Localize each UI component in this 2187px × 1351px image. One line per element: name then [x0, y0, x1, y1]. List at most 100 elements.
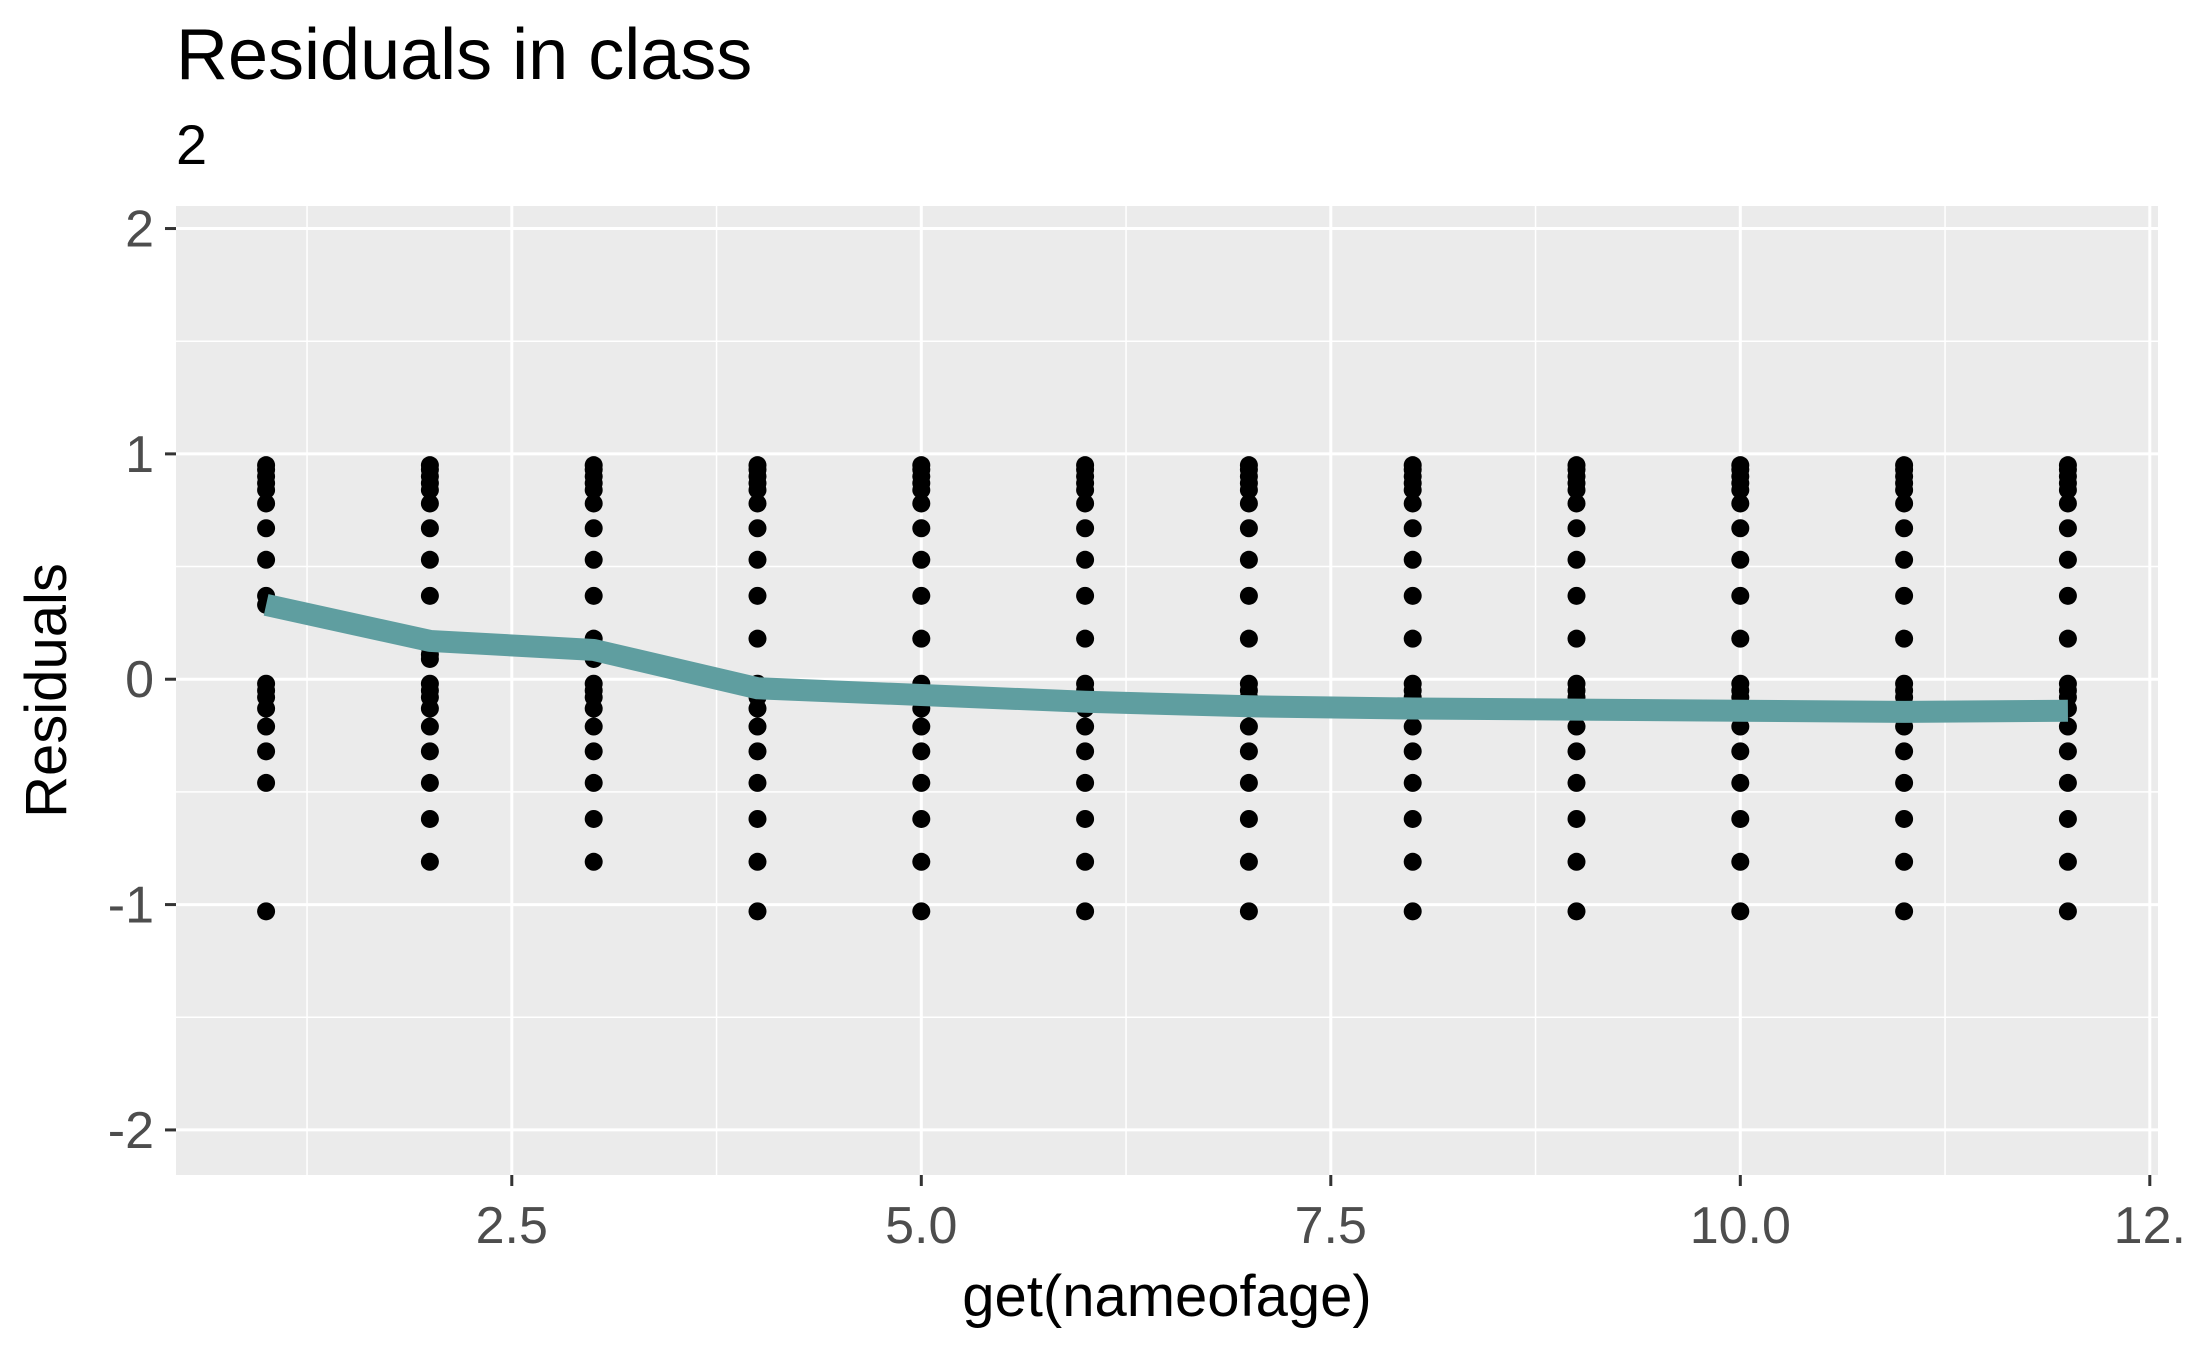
data-point	[1567, 717, 1586, 736]
data-point	[912, 809, 931, 828]
data-point	[1403, 809, 1422, 828]
data-point	[1076, 809, 1095, 828]
data-point	[1731, 717, 1750, 736]
data-point	[420, 480, 439, 499]
data-point	[748, 494, 767, 513]
y-tick-label: 1	[125, 426, 154, 484]
data-point	[257, 550, 276, 569]
data-point	[257, 902, 276, 921]
y-tick-label: -1	[108, 877, 154, 935]
data-point	[912, 586, 931, 605]
data-point	[1403, 742, 1422, 761]
data-point	[257, 699, 276, 718]
data-point	[1567, 586, 1586, 605]
data-point	[1239, 519, 1258, 538]
tick-labels: 2 1 0 -1 -2 2.5 5.0 7.5 10.0 12.	[108, 201, 2186, 1255]
data-point	[912, 629, 931, 648]
data-point	[1895, 742, 1914, 761]
data-point	[1076, 852, 1095, 871]
data-point	[420, 494, 439, 513]
data-point	[420, 809, 439, 828]
data-point	[584, 809, 603, 828]
data-point	[1567, 494, 1586, 513]
x-tick-label: 5.0	[885, 1197, 957, 1255]
data-point	[1895, 809, 1914, 828]
x-tick-label: 2.5	[476, 1197, 548, 1255]
data-point	[1076, 550, 1095, 569]
data-point	[1076, 494, 1095, 513]
chart-title: Residuals in class	[176, 15, 753, 95]
data-point	[257, 773, 276, 792]
data-point	[1239, 717, 1258, 736]
y-axis-title: Residuals	[14, 563, 79, 818]
data-point	[748, 809, 767, 828]
data-point	[912, 902, 931, 921]
data-point	[1239, 902, 1258, 921]
data-point	[584, 586, 603, 605]
y-tick-label: -2	[108, 1102, 154, 1160]
data-point	[1731, 494, 1750, 513]
data-point	[1567, 550, 1586, 569]
data-point	[1403, 480, 1422, 499]
data-point	[1403, 629, 1422, 648]
data-point	[1076, 480, 1095, 499]
data-point	[1567, 852, 1586, 871]
data-point	[912, 717, 931, 736]
data-point	[420, 773, 439, 792]
data-point	[1076, 629, 1095, 648]
data-point	[1567, 742, 1586, 761]
data-point	[912, 494, 931, 513]
data-point	[1731, 809, 1750, 828]
data-point	[748, 586, 767, 605]
data-point	[1239, 773, 1258, 792]
data-point	[2058, 742, 2077, 761]
data-point	[2058, 717, 2077, 736]
data-point	[2058, 480, 2077, 499]
x-axis-title: get(nameofage)	[962, 1264, 1371, 1329]
data-point	[1895, 480, 1914, 499]
data-point	[420, 717, 439, 736]
data-point	[912, 519, 931, 538]
data-point	[1895, 494, 1914, 513]
data-point	[257, 480, 276, 499]
data-point	[420, 852, 439, 871]
data-point	[748, 773, 767, 792]
data-point	[257, 494, 276, 513]
data-point	[1076, 519, 1095, 538]
x-tick-label: 7.5	[1295, 1197, 1367, 1255]
data-point	[1403, 586, 1422, 605]
data-point	[748, 717, 767, 736]
data-point	[1731, 852, 1750, 871]
axis-ticks	[165, 227, 2152, 1186]
plot-panel	[176, 206, 2158, 1175]
data-point	[912, 852, 931, 871]
data-point	[1076, 773, 1095, 792]
data-point	[2058, 809, 2077, 828]
data-point	[1731, 629, 1750, 648]
data-point	[420, 649, 439, 668]
data-point	[1239, 480, 1258, 499]
data-point	[257, 717, 276, 736]
data-point	[1731, 519, 1750, 538]
data-point	[1895, 550, 1914, 569]
data-point	[2058, 586, 2077, 605]
data-point	[2058, 550, 2077, 569]
data-point	[2058, 852, 2077, 871]
data-point	[584, 480, 603, 499]
data-point	[1895, 586, 1914, 605]
data-point	[2058, 494, 2077, 513]
data-point	[1076, 717, 1095, 736]
data-point	[1403, 852, 1422, 871]
data-point	[748, 629, 767, 648]
data-point	[1403, 902, 1422, 921]
data-point	[584, 519, 603, 538]
data-point	[1239, 586, 1258, 605]
data-point	[1895, 852, 1914, 871]
data-point	[584, 550, 603, 569]
data-point	[912, 742, 931, 761]
data-point	[420, 550, 439, 569]
data-point	[1239, 809, 1258, 828]
data-point	[584, 494, 603, 513]
data-point	[584, 717, 603, 736]
data-point	[912, 773, 931, 792]
